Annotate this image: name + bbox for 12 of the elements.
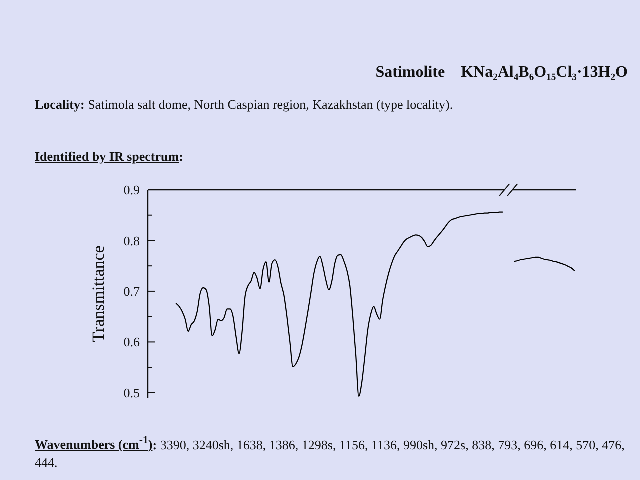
line-series xyxy=(514,256,576,272)
y-tick-label: 0.8 xyxy=(124,233,140,248)
line-series xyxy=(176,212,504,398)
chart-subtitle: Locality: Satimola salt dome, North Caspian region, Kazakhstan (type locality). xyxy=(35,97,454,112)
y-axis-title: Transmittance xyxy=(89,246,108,342)
y-tick-label: 0.6 xyxy=(124,334,140,350)
y-tick-label: 0.9 xyxy=(124,182,140,198)
y-tick-label: 0.7 xyxy=(124,284,140,300)
y-tick-label: 0.5 xyxy=(124,385,140,400)
chart-title: Satimolite KNa₂Al₄B₆O₁₅Cl₃·13H₂O xyxy=(376,64,628,81)
text: Identified by IR spectrum: xyxy=(35,149,184,164)
text: Wavenumbers (cm$^{-1}$): 3390, 3240sh, 1638, 1386, 1298s, 1156, 1136, 990sh, 972s, 838, 793, 696, 614, 570, 476, 444. xyxy=(35,435,625,470)
